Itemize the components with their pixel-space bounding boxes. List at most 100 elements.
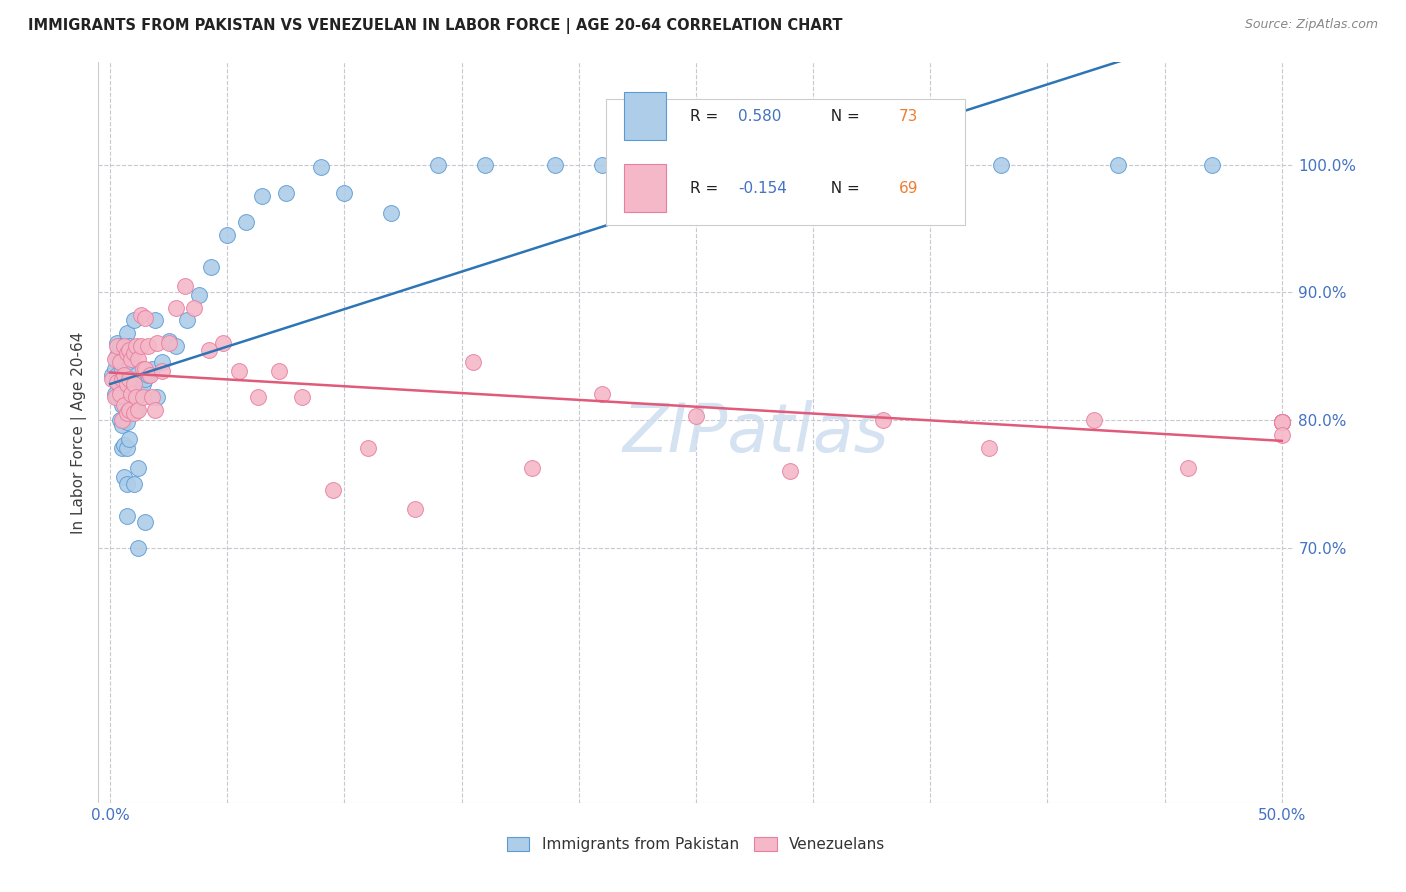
Point — [404, 502, 426, 516]
Point — [1107, 157, 1129, 171]
Point — [120, 372, 142, 386]
Point — [132, 361, 155, 376]
Point — [1271, 416, 1294, 430]
Point — [1201, 157, 1223, 171]
Point — [136, 339, 159, 353]
Point — [104, 387, 127, 401]
Bar — [624, 92, 666, 140]
Point — [1271, 416, 1294, 430]
Point — [125, 402, 148, 417]
Point — [544, 157, 567, 171]
Point — [111, 349, 134, 363]
Point — [141, 390, 163, 404]
Bar — [624, 164, 666, 212]
Point — [118, 372, 141, 386]
Text: N =: N = — [821, 109, 865, 124]
Text: -0.154: -0.154 — [738, 181, 787, 196]
Point — [112, 339, 135, 353]
Point — [150, 364, 173, 378]
Point — [228, 364, 250, 378]
Point — [108, 387, 131, 401]
Point — [322, 483, 344, 497]
Point — [112, 470, 135, 484]
Point — [141, 361, 163, 376]
Point — [165, 301, 187, 315]
Point — [291, 390, 314, 404]
Point — [105, 336, 128, 351]
Point — [112, 368, 135, 383]
Point — [150, 355, 173, 369]
Point — [111, 413, 134, 427]
Text: IMMIGRANTS FROM PAKISTAN VS VENEZUELAN IN LABOR FORCE | AGE 20-64 CORRELATION CH: IMMIGRANTS FROM PAKISTAN VS VENEZUELAN I… — [28, 18, 842, 34]
Point — [136, 368, 159, 383]
Text: R =: R = — [690, 109, 723, 124]
Text: 69: 69 — [900, 181, 918, 196]
Point — [591, 157, 613, 171]
Point — [105, 349, 128, 363]
Point — [849, 157, 872, 171]
Point — [111, 364, 134, 378]
Point — [104, 351, 127, 366]
Point — [134, 310, 156, 325]
Point — [122, 377, 145, 392]
Point — [1271, 416, 1294, 430]
Point — [139, 368, 162, 383]
Point — [112, 438, 135, 452]
Point — [111, 372, 134, 386]
Point — [125, 339, 148, 353]
FancyBboxPatch shape — [606, 99, 965, 226]
Point — [115, 407, 138, 421]
Point — [122, 390, 145, 404]
Point — [108, 413, 131, 427]
Point — [115, 508, 138, 523]
Point — [120, 351, 142, 366]
Point — [174, 278, 197, 293]
Legend: Immigrants from Pakistan, Venezuelans: Immigrants from Pakistan, Venezuelans — [501, 830, 891, 858]
Point — [122, 346, 145, 360]
Point — [591, 387, 613, 401]
Point — [134, 515, 156, 529]
Point — [112, 390, 135, 404]
Point — [105, 390, 128, 404]
Point — [1271, 416, 1294, 430]
Point — [661, 157, 683, 171]
Point — [132, 377, 155, 392]
Point — [115, 390, 138, 404]
Point — [125, 368, 148, 383]
Text: R =: R = — [690, 181, 723, 196]
Point — [157, 334, 180, 348]
Point — [1271, 416, 1294, 430]
Text: 73: 73 — [900, 109, 918, 124]
Point — [990, 157, 1012, 171]
Point — [200, 260, 222, 274]
Point — [1271, 416, 1294, 430]
Point — [132, 390, 155, 404]
Point — [127, 541, 149, 555]
Point — [309, 160, 332, 174]
Text: N =: N = — [821, 181, 865, 196]
Point — [115, 476, 138, 491]
Point — [188, 287, 211, 301]
Point — [779, 464, 801, 478]
Text: 0.580: 0.580 — [738, 109, 782, 124]
Point — [108, 355, 131, 369]
Point — [118, 361, 141, 376]
Point — [1083, 413, 1105, 427]
Point — [129, 339, 152, 353]
Point — [157, 336, 180, 351]
Point — [118, 343, 141, 357]
Point — [134, 372, 156, 386]
Point — [115, 377, 138, 392]
Point — [146, 336, 169, 351]
Text: ZIPatlas: ZIPatlas — [623, 400, 889, 466]
Point — [120, 343, 142, 357]
Point — [101, 368, 124, 383]
Point — [101, 372, 124, 386]
Point — [111, 381, 134, 395]
Point — [111, 441, 134, 455]
Point — [246, 390, 269, 404]
Point — [463, 355, 485, 369]
Point — [105, 375, 128, 389]
Point — [118, 432, 141, 446]
Point — [146, 390, 169, 404]
